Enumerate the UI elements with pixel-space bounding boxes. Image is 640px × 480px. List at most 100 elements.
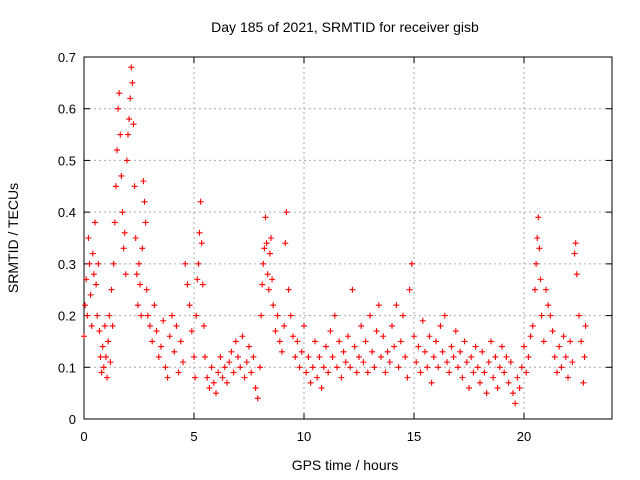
data-point: [527, 333, 534, 340]
data-point: [349, 286, 356, 293]
data-point: [243, 359, 250, 366]
data-point: [239, 333, 246, 340]
data-point: [144, 312, 151, 319]
data-point: [263, 240, 270, 247]
data-point: [375, 302, 382, 309]
data-point: [452, 328, 459, 335]
data-point: [188, 328, 195, 335]
data-point: [364, 369, 371, 376]
data-point: [510, 390, 516, 397]
data-point: [334, 364, 340, 371]
data-point: [378, 353, 384, 360]
data-point: [413, 359, 420, 366]
data-point: [576, 312, 582, 319]
data-point: [112, 183, 119, 190]
data-point: [110, 260, 117, 267]
data-point: [115, 105, 122, 112]
data-point: [194, 276, 201, 283]
data-point: [560, 333, 567, 340]
data-point: [90, 271, 97, 278]
data-point: [279, 348, 285, 355]
data-point: [307, 379, 314, 386]
data-point: [147, 322, 153, 329]
data-point: [318, 384, 325, 391]
data-point: [514, 374, 521, 381]
data-point: [533, 260, 540, 267]
data-point: [481, 369, 488, 376]
y-tick-label: 0: [69, 412, 76, 427]
data-point: [128, 64, 135, 71]
data-point: [127, 95, 134, 102]
data-point: [558, 364, 565, 371]
data-point: [171, 348, 178, 355]
data-point: [81, 333, 87, 340]
data-point: [549, 328, 556, 335]
data-point: [581, 353, 588, 360]
data-point: [119, 209, 126, 216]
data-point: [136, 260, 142, 267]
data-point: [529, 322, 536, 329]
data-point: [327, 328, 334, 335]
data-point: [446, 369, 453, 376]
data-point: [204, 374, 211, 381]
data-point: [282, 240, 289, 247]
data-point: [499, 343, 505, 350]
data-point: [428, 379, 435, 386]
y-tick-label: 0.3: [58, 257, 76, 272]
data-point: [459, 374, 466, 381]
data-point: [155, 353, 162, 360]
data-point: [82, 302, 89, 309]
data-point: [257, 364, 263, 371]
data-point: [130, 121, 137, 128]
data-point: [153, 328, 160, 335]
data-point: [158, 343, 164, 350]
data-point: [485, 359, 492, 366]
data-point: [450, 353, 457, 360]
data-point: [186, 302, 193, 309]
data-point: [402, 353, 409, 360]
data-point: [268, 235, 274, 241]
data-point: [210, 379, 217, 386]
data-point: [141, 198, 148, 205]
data-point: [191, 353, 197, 360]
data-point: [444, 359, 450, 366]
data-point: [230, 369, 237, 376]
data-point: [457, 348, 464, 355]
data-point: [535, 214, 542, 221]
data-point: [120, 245, 127, 252]
data-point: [259, 281, 266, 288]
data-point: [382, 369, 389, 376]
data-point: [86, 260, 93, 267]
data-point: [197, 198, 204, 205]
data-point: [208, 364, 215, 371]
data-point: [347, 364, 354, 371]
data-point: [540, 338, 547, 345]
data-point: [285, 286, 292, 293]
data-point: [551, 353, 558, 360]
data-point: [474, 364, 481, 371]
data-point: [274, 312, 281, 319]
data-point: [94, 312, 101, 319]
data-point: [87, 291, 94, 298]
data-point: [177, 338, 184, 345]
data-point: [265, 286, 272, 293]
data-point: [496, 364, 503, 371]
data-point: [316, 353, 323, 360]
data-point: [266, 250, 273, 257]
data-point: [200, 322, 207, 329]
data-point: [340, 348, 347, 355]
x-tick-label: 0: [80, 429, 87, 444]
data-point: [96, 328, 103, 335]
data-point: [320, 364, 327, 371]
data-point: [88, 322, 95, 329]
data-point: [111, 219, 118, 226]
data-point: [516, 384, 523, 391]
data-point: [149, 338, 156, 345]
data-point: [470, 369, 477, 376]
data-point: [582, 322, 589, 329]
data-point: [578, 338, 585, 345]
data-point: [258, 312, 265, 319]
data-point: [298, 348, 305, 355]
data-point: [545, 302, 552, 309]
